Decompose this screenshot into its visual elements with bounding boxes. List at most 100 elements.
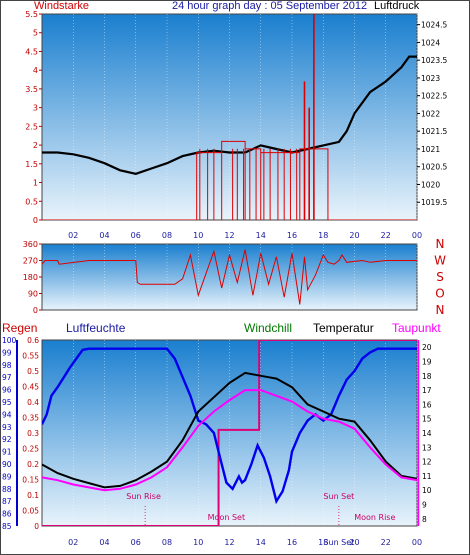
time-tick-label: 00 — [412, 538, 422, 547]
humidity-tick-label: 94 — [2, 410, 12, 419]
time-tick-label: 02 — [68, 231, 78, 240]
dewpoint-line — [42, 389, 417, 492]
temperature-line — [42, 371, 417, 489]
wind-direction-line — [42, 249, 417, 305]
time-tick-label: 06 — [131, 538, 141, 547]
wind-direction-series — [42, 249, 417, 305]
pressure-tick-label: 1024.5 — [421, 21, 447, 30]
rain-tick-label: 0.05 — [22, 507, 39, 516]
rain-tick-label: 0.35 — [22, 414, 39, 423]
humidity-tick-label: 95 — [2, 398, 12, 407]
sun-set-axis-label: Sun Set — [323, 538, 354, 547]
humidity-temperature-series — [42, 340, 417, 526]
humidity-tick-label: 85 — [2, 522, 12, 531]
pressure-tick-label: 1024 — [421, 38, 440, 47]
temperature-tick-label: 14 — [422, 429, 432, 438]
rain-tick-label: 0.4 — [27, 398, 39, 407]
temperature-tick-label: 16 — [422, 400, 432, 409]
pressure-tick-label: 1019.5 — [421, 198, 447, 207]
humidity-tick-label: 92 — [2, 435, 12, 444]
pressure-tick-label: 1020.5 — [421, 163, 447, 172]
humidity-tick-label: 93 — [2, 423, 12, 432]
humidity-line — [42, 347, 417, 505]
time-tick-label: 22 — [381, 538, 391, 547]
wind-tick-label: 1 — [33, 179, 38, 188]
wind-tick-label: 2 — [33, 141, 38, 150]
temperature-tick-label: 10 — [422, 486, 432, 495]
time-tick-label: 18 — [318, 231, 328, 240]
humidity-tick-label: 88 — [2, 485, 12, 494]
time-tick-label: 16 — [287, 538, 297, 547]
wind-tick-label: 0.5 — [25, 197, 38, 206]
time-tick-label: 10 — [193, 231, 203, 240]
compass-label: N — [436, 303, 445, 317]
temperature-tick-label: 13 — [422, 443, 432, 452]
time-tick-label: 16 — [287, 231, 297, 240]
pressure-tick-label: 1020 — [421, 180, 440, 189]
rain-tick-label: 0.15 — [22, 476, 39, 485]
pressure-tick-label: 1022 — [421, 109, 440, 118]
time-tick-label: 14 — [256, 538, 266, 547]
rain-tick-label: 0.2 — [27, 460, 39, 469]
compass-label: S — [436, 270, 444, 284]
wind-axis-title: Windstarke — [34, 0, 90, 12]
moon-set-label: Moon Set — [208, 513, 245, 522]
wind-pressure-plot-grid — [73, 14, 418, 220]
time-tick-label: 12 — [224, 538, 234, 547]
temperature-tick-label: 15 — [422, 415, 432, 424]
humidity-tick-label: 90 — [2, 460, 12, 469]
wind-tick-label: 1.5 — [25, 160, 38, 169]
temperature-tick-label: 8 — [422, 515, 427, 524]
graph-title: 24 hour graph day : 05 September 2012 — [172, 0, 368, 12]
sun-rise-label: Sun Rise — [126, 492, 161, 501]
wind-tick-label: 3.5 — [25, 85, 38, 94]
wind-tick-label: 4 — [33, 66, 38, 75]
rain-tick-label: 0 — [34, 522, 39, 531]
rain-axis-title: Regen — [2, 321, 38, 335]
wind-tick-label: 3 — [33, 104, 38, 113]
time-tick-label: 00 — [412, 231, 422, 240]
time-tick-label: 04 — [99, 538, 109, 547]
pressure-tick-label: 1023.5 — [421, 56, 447, 65]
time-tick-label: 06 — [131, 231, 141, 240]
time-tick-label: 14 — [256, 231, 266, 240]
temperature-tick-label: 17 — [422, 386, 432, 395]
time-tick-label: 08 — [162, 538, 172, 547]
rain-tick-label: 0.6 — [27, 336, 39, 345]
humidity-tick-label: 86 — [2, 510, 12, 519]
humidity-tick-label: 97 — [2, 373, 12, 382]
time-tick-label: 20 — [349, 231, 359, 240]
pressure-tick-label: 1021.5 — [421, 127, 447, 136]
direction-tick-label: 0 — [33, 306, 38, 315]
humidity-tick-label: 87 — [2, 497, 12, 506]
direction-tick-label: 270 — [23, 257, 38, 266]
rain-line — [42, 340, 417, 526]
rain-tick-label: 0.5 — [27, 367, 39, 376]
humidity-tick-label: 96 — [2, 386, 12, 395]
windchill-legend: Windchill — [244, 321, 293, 335]
temperature-tick-label: 20 — [422, 343, 432, 352]
time-tick-label: 18 — [318, 538, 328, 547]
rain-tick-label: 0.3 — [27, 429, 39, 438]
time-tick-label: 22 — [381, 231, 391, 240]
direction-tick-label: 360 — [23, 240, 38, 249]
compass-label: W — [434, 254, 446, 268]
wind-tick-label: 5 — [33, 29, 38, 38]
wind-tick-label: 4.5 — [25, 47, 38, 56]
humidity-tick-label: 98 — [2, 361, 12, 370]
temperature-tick-label: 18 — [422, 372, 432, 381]
temperature-tick-label: 9 — [422, 501, 427, 510]
rain-tick-label: 0.55 — [22, 352, 39, 361]
humidity-tick-label: 99 — [2, 348, 12, 357]
time-tick-label: 20 — [349, 538, 359, 547]
humidity-axis-title: Luftfeuchte — [66, 321, 126, 335]
pressure-tick-label: 1021 — [421, 145, 440, 154]
wind-tick-label: 5.5 — [25, 10, 38, 19]
rain-tick-label: 0.25 — [22, 445, 39, 454]
time-tick-label: 10 — [193, 538, 203, 547]
humidity-tick-label: 100 — [2, 336, 17, 345]
time-tick-label: 04 — [99, 231, 109, 240]
temperature-tick-label: 11 — [422, 472, 432, 481]
pressure-tick-label: 1022.5 — [421, 92, 447, 101]
